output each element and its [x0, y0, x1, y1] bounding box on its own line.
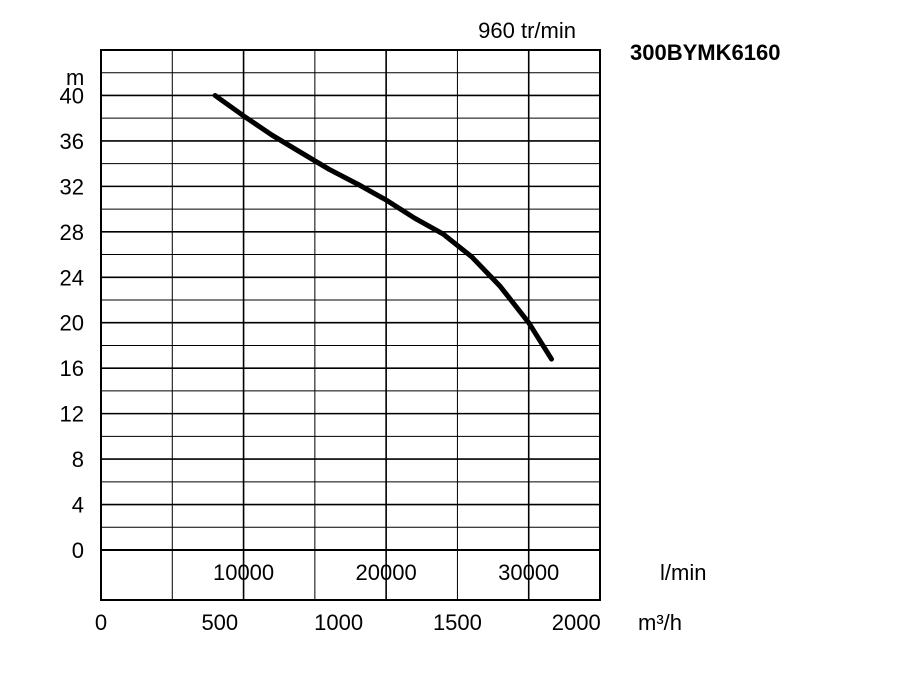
m3h-axis-label: m³/h [638, 610, 682, 635]
m3h-tick-labels: 0 500 1000 1500 2000 [95, 610, 601, 635]
m3h-tick-label: 0 [95, 610, 107, 635]
y-tick-label: 0 [72, 538, 84, 563]
lmin-tick-labels: 10000 20000 30000 [213, 560, 559, 585]
m3h-tick-label: 500 [201, 610, 238, 635]
lmin-tick-label: 20000 [356, 560, 417, 585]
y-tick-label: 4 [72, 493, 84, 518]
chart-title: 960 tr/min [478, 18, 576, 43]
lmin-axis-box [100, 549, 601, 601]
y-tick-labels: 0 4 8 12 16 20 24 28 32 36 40 [60, 83, 84, 563]
y-tick-label: 28 [60, 220, 84, 245]
model-label: 300BYMK6160 [630, 40, 780, 65]
y-tick-label: 16 [60, 356, 84, 381]
series-line [212, 93, 554, 362]
m3h-tick-label: 2000 [552, 610, 601, 635]
lmin-tick-label: 30000 [498, 560, 559, 585]
m3h-tick-label: 1000 [314, 610, 363, 635]
y-tick-label: 40 [60, 83, 84, 108]
y-tick-label: 12 [60, 402, 84, 427]
y-tick-label: 20 [60, 311, 84, 336]
grid [101, 50, 600, 600]
lmin-tick-label: 10000 [213, 560, 274, 585]
y-tick-label: 24 [60, 265, 84, 290]
y-tick-label: 32 [60, 174, 84, 199]
y-axis-label: m [66, 65, 84, 90]
lmin-axis-label: l/min [660, 560, 706, 585]
y-tick-label: 36 [60, 129, 84, 154]
m3h-tick-label: 1500 [433, 610, 482, 635]
y-tick-label: 8 [72, 447, 84, 472]
